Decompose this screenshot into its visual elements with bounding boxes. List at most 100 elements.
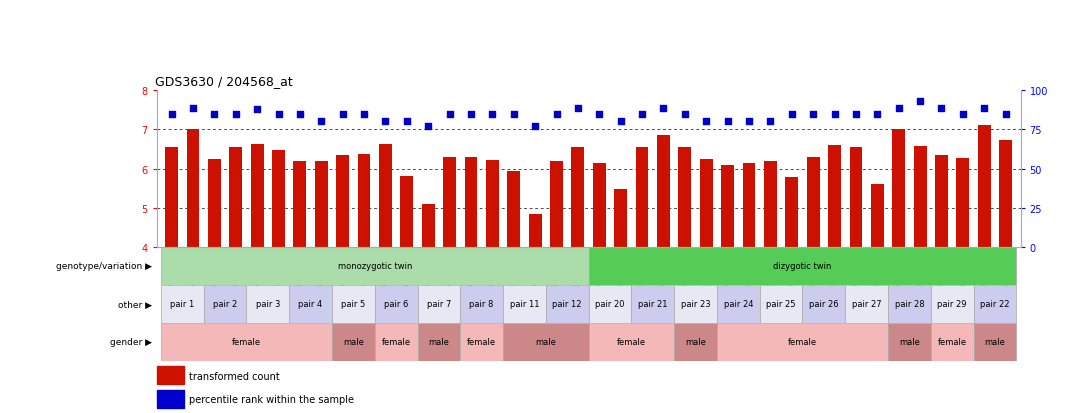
Point [227,112,244,119]
Bar [272,151,285,247]
Bar [357,154,370,247]
Bar [229,147,242,247]
Point [334,112,351,119]
Bar [785,178,798,247]
Bar [802,285,846,323]
Bar [764,161,777,247]
Bar [529,214,541,247]
Point [676,112,693,119]
Bar [208,159,220,247]
Point [462,112,480,119]
Bar [700,159,713,247]
Bar [999,141,1012,247]
Bar [846,285,888,323]
Bar [336,155,349,247]
Text: GDS3630 / 204568_at: GDS3630 / 204568_at [154,75,293,88]
Point [419,123,436,130]
Bar [375,285,418,323]
Bar [157,389,185,408]
Bar [721,166,734,247]
Bar [632,285,674,323]
Point [312,118,329,125]
Point [997,112,1014,119]
Point [654,105,672,112]
Point [868,112,886,119]
Text: pair 28: pair 28 [894,300,924,309]
Point [591,112,608,119]
Text: pair 3: pair 3 [256,300,280,309]
Bar [294,161,307,247]
Bar [460,285,503,323]
Bar [717,323,888,361]
Bar [161,247,589,285]
Bar [460,323,503,361]
Point [783,112,800,119]
Text: pair 11: pair 11 [510,300,539,309]
Bar [161,285,204,323]
Point [205,112,222,119]
Bar [443,157,456,247]
Point [890,105,907,112]
Bar [957,158,969,247]
Text: female: female [788,338,818,347]
Text: male: male [343,338,364,347]
Bar [315,161,327,247]
Text: pair 22: pair 22 [981,300,1010,309]
Bar [657,136,670,247]
Bar [401,177,414,247]
Text: female: female [232,338,261,347]
Text: pair 8: pair 8 [470,300,494,309]
Bar [486,161,499,247]
Text: dizygotic twin: dizygotic twin [773,262,832,271]
Bar [674,285,717,323]
Text: pair 20: pair 20 [595,300,624,309]
Bar [678,147,691,247]
Point [441,112,458,119]
Point [355,112,373,119]
Bar [589,285,632,323]
Text: pair 27: pair 27 [852,300,881,309]
Bar [332,323,375,361]
Bar [503,285,545,323]
Bar [743,163,755,247]
Text: gender ▶: gender ▶ [110,338,152,347]
Bar [157,366,185,385]
Point [484,112,501,119]
Text: pair 24: pair 24 [724,300,753,309]
Text: transformed count: transformed count [189,370,280,381]
Bar [973,323,1016,361]
Point [698,118,715,125]
Text: male: male [685,338,706,347]
Bar [251,145,264,247]
Text: pair 12: pair 12 [553,300,582,309]
Text: other ▶: other ▶ [119,300,152,309]
Point [975,105,993,112]
Point [761,118,779,125]
Bar [418,285,460,323]
Text: percentile rank within the sample: percentile rank within the sample [189,394,353,404]
Point [933,105,950,112]
Point [848,112,865,119]
Bar [571,147,584,247]
Text: pair 23: pair 23 [680,300,711,309]
Point [248,106,266,113]
Bar [375,323,418,361]
Point [912,99,929,105]
Bar [807,157,820,247]
Bar [759,285,802,323]
Point [805,112,822,119]
Bar [593,163,606,247]
Point [377,118,394,125]
Point [634,112,651,119]
Bar [615,190,627,247]
Bar [888,285,931,323]
Text: pair 4: pair 4 [298,300,323,309]
Bar [379,145,392,247]
Text: male: male [985,338,1005,347]
Bar [931,285,973,323]
Point [955,112,972,119]
Bar [550,161,563,247]
Bar [161,323,332,361]
Text: monozygotic twin: monozygotic twin [338,262,411,271]
Bar [332,285,375,323]
